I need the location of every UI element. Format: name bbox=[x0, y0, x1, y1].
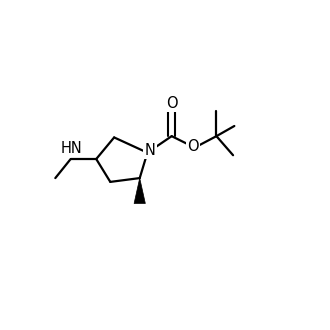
Text: HN: HN bbox=[61, 141, 83, 156]
Text: O: O bbox=[166, 96, 178, 111]
Polygon shape bbox=[134, 178, 145, 204]
Text: N: N bbox=[145, 143, 155, 158]
Text: O: O bbox=[188, 139, 199, 154]
